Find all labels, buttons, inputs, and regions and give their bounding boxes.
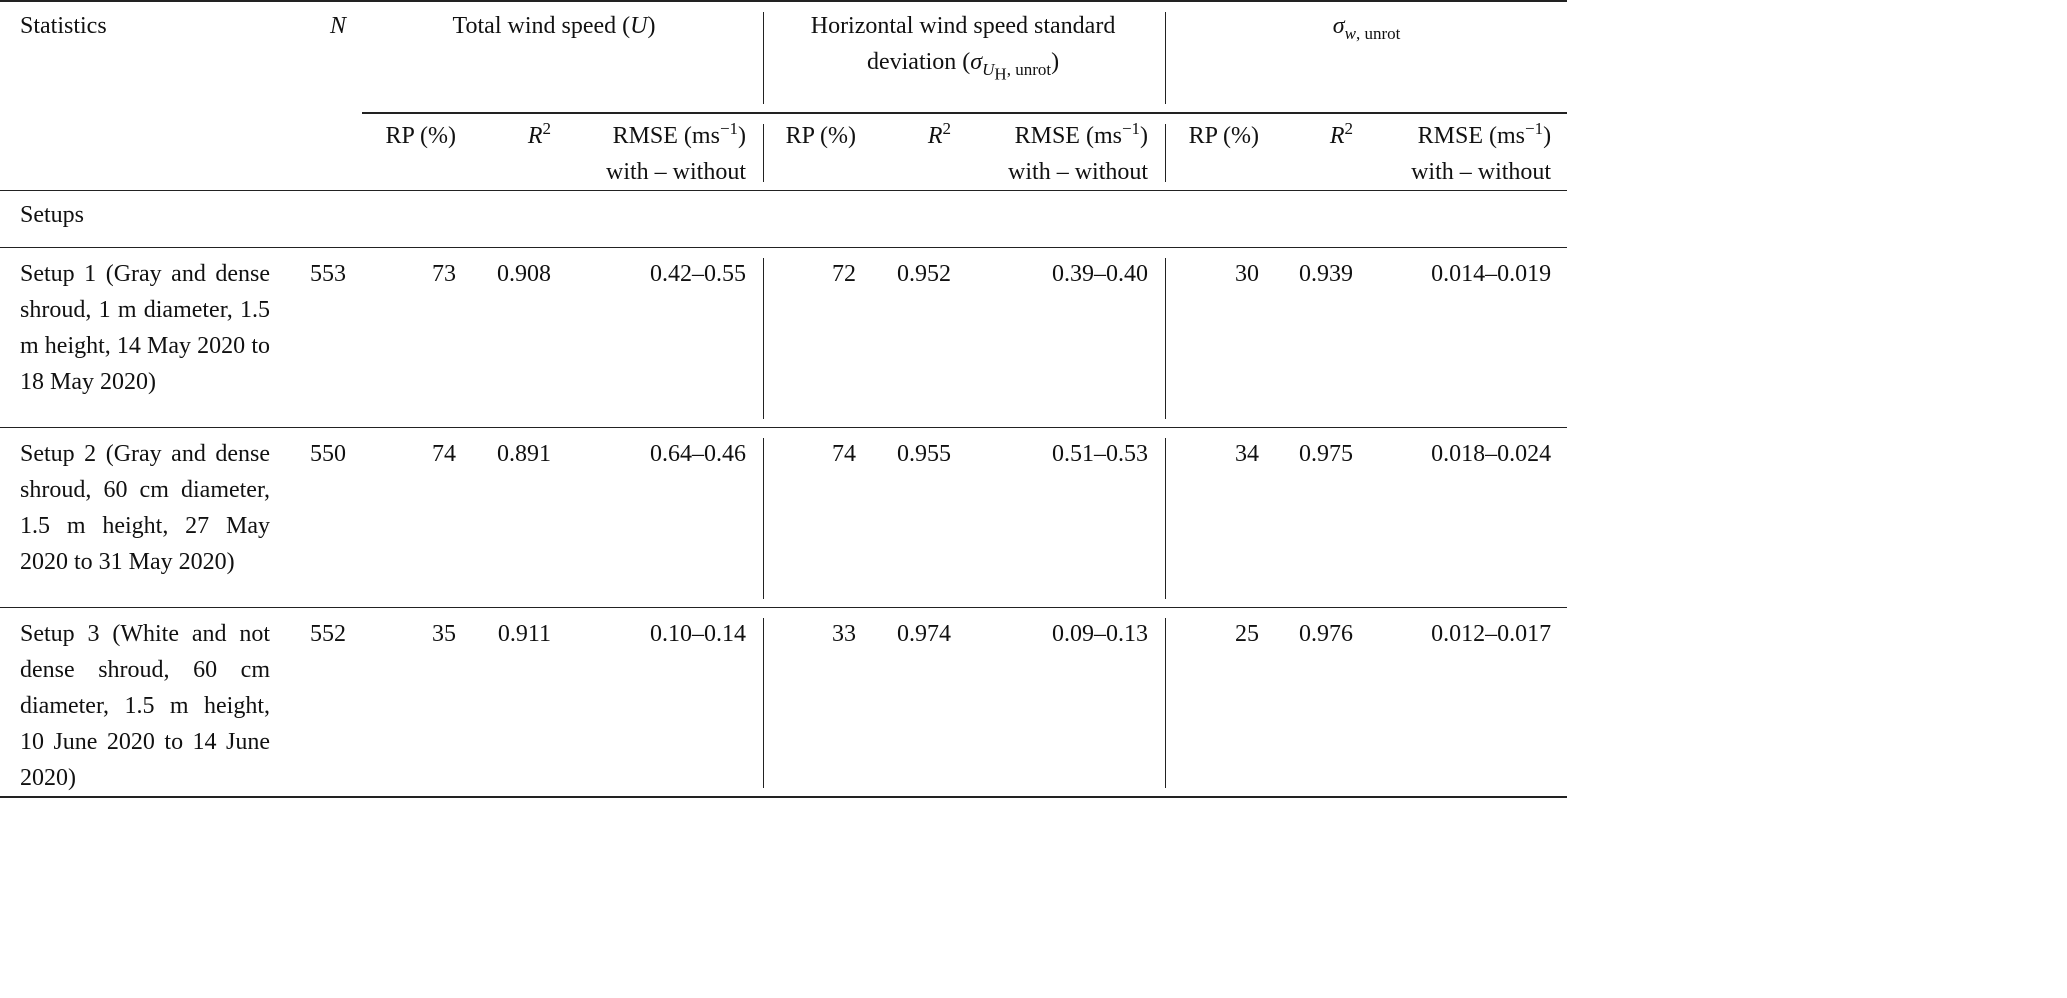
group3-sigma: σ [1332,13,1345,39]
rmse-text: RMSE (ms [1417,123,1525,149]
rmse-line2: with – without [606,159,747,185]
uh-rp: 74 [764,427,873,608]
table-row: Setup 3 (White and not dense shroud, 60 … [0,607,1568,798]
statistics-table: Statistics N Total wind speed (U) Horizo… [0,0,1568,798]
subheader-row: RP (%) R2 RMSE (ms−1) with – without RP (… [0,112,1568,191]
horizontal-std-header: Horizontal wind speed standard deviation … [764,0,1167,113]
n-header: N [290,0,362,113]
table-row: Setup 1 (Gray and dense shroud, 1 m diam… [0,247,1568,428]
rmse-sup: −1 [1121,119,1141,138]
sigma-w-header: σw, unrot [1166,0,1568,113]
r2-sup: 2 [942,119,952,138]
group2-close: ) [1051,49,1060,75]
group3-sub-symbol: w [1344,23,1356,43]
u-rp: 73 [362,247,472,428]
r2-header: R2 [472,112,567,191]
w-rp: 34 [1166,427,1276,608]
rp-header: RP (%) [362,112,472,191]
uh-r2: 0.955 [872,427,968,608]
group2-line1: Horizontal wind speed standard [810,13,1116,39]
empty-cell [0,113,290,191]
group2-sub-rest: , unrot [1006,59,1052,79]
rmse-header: RMSE (ms−1) with – without [1369,112,1568,191]
w-rp: 25 [1166,607,1276,798]
u-r2: 0.891 [472,427,567,608]
u-rp: 74 [362,427,472,608]
group2-sigma: σ [970,49,983,75]
u-rmse: 0.10–0.14 [567,607,765,798]
rmse-line2: with – without [1008,159,1149,185]
w-r2: 0.976 [1275,607,1370,798]
uh-rmse: 0.39–0.40 [967,247,1167,428]
r2-symbol: R [927,123,943,149]
r2-sup: 2 [542,119,552,138]
section-row: Setups [0,190,1568,248]
group3-sub-rest: , unrot [1355,23,1401,43]
group2-sub-sub: H [994,64,1007,84]
rmse-line2: with – without [1411,159,1552,185]
u-rp: 35 [362,607,472,798]
uh-r2: 0.952 [872,247,968,428]
rmse-header: RMSE (ms−1) with – without [967,112,1167,191]
uh-rp: 33 [764,607,873,798]
n-symbol: N [329,13,346,39]
u-rmse: 0.42–0.55 [567,247,765,428]
r2-header: R2 [872,112,968,191]
rmse-close: ) [1140,123,1149,149]
rmse-text: RMSE (ms [1014,123,1122,149]
w-rmse: 0.014–0.019 [1369,247,1568,428]
w-rmse: 0.012–0.017 [1369,607,1568,798]
rmse-text: RMSE (ms [612,123,720,149]
header-row: Statistics N Total wind speed (U) Horizo… [0,0,1568,113]
n-value: 552 [290,607,362,798]
setup-description: Setup 1 (Gray and dense shroud, 1 m diam… [0,247,290,428]
uh-rp: 72 [764,247,873,428]
rmse-close: ) [738,123,747,149]
setup-description: Setup 3 (White and not dense shroud, 60 … [0,607,290,798]
empty-cell [290,113,362,191]
w-rmse: 0.018–0.024 [1369,427,1568,608]
group2-sub-symbol: U [982,59,995,79]
total-wind-speed-header: Total wind speed (U) [362,0,765,113]
n-value: 550 [290,427,362,608]
group1-close: ) [647,13,656,39]
n-value: 553 [290,247,362,428]
r2-header: R2 [1275,112,1370,191]
r2-sup: 2 [1344,119,1354,138]
section-label: Setups [0,190,1568,248]
r2-symbol: R [1329,123,1345,149]
rmse-close: ) [1543,123,1552,149]
group1-symbol: U [630,13,648,39]
u-rmse: 0.64–0.46 [567,427,765,608]
statistics-header: Statistics [0,0,290,113]
w-rp: 30 [1166,247,1276,428]
rp-header: RP (%) [764,112,873,191]
rmse-sup: −1 [719,119,739,138]
rp-header: RP (%) [1166,112,1276,191]
setup-description: Setup 2 (Gray and dense shroud, 60 cm di… [0,427,290,608]
u-r2: 0.911 [472,607,567,798]
uh-rmse: 0.51–0.53 [967,427,1167,608]
w-r2: 0.975 [1275,427,1370,608]
rmse-sup: −1 [1524,119,1544,138]
uh-r2: 0.974 [872,607,968,798]
r2-symbol: R [527,123,543,149]
uh-rmse: 0.09–0.13 [967,607,1167,798]
w-r2: 0.939 [1275,247,1370,428]
group2-line2: deviation ( [866,49,971,75]
table-row: Setup 2 (Gray and dense shroud, 60 cm di… [0,427,1568,608]
group1-text: Total wind speed ( [452,13,631,39]
u-r2: 0.908 [472,247,567,428]
rmse-header: RMSE (ms−1) with – without [567,112,765,191]
